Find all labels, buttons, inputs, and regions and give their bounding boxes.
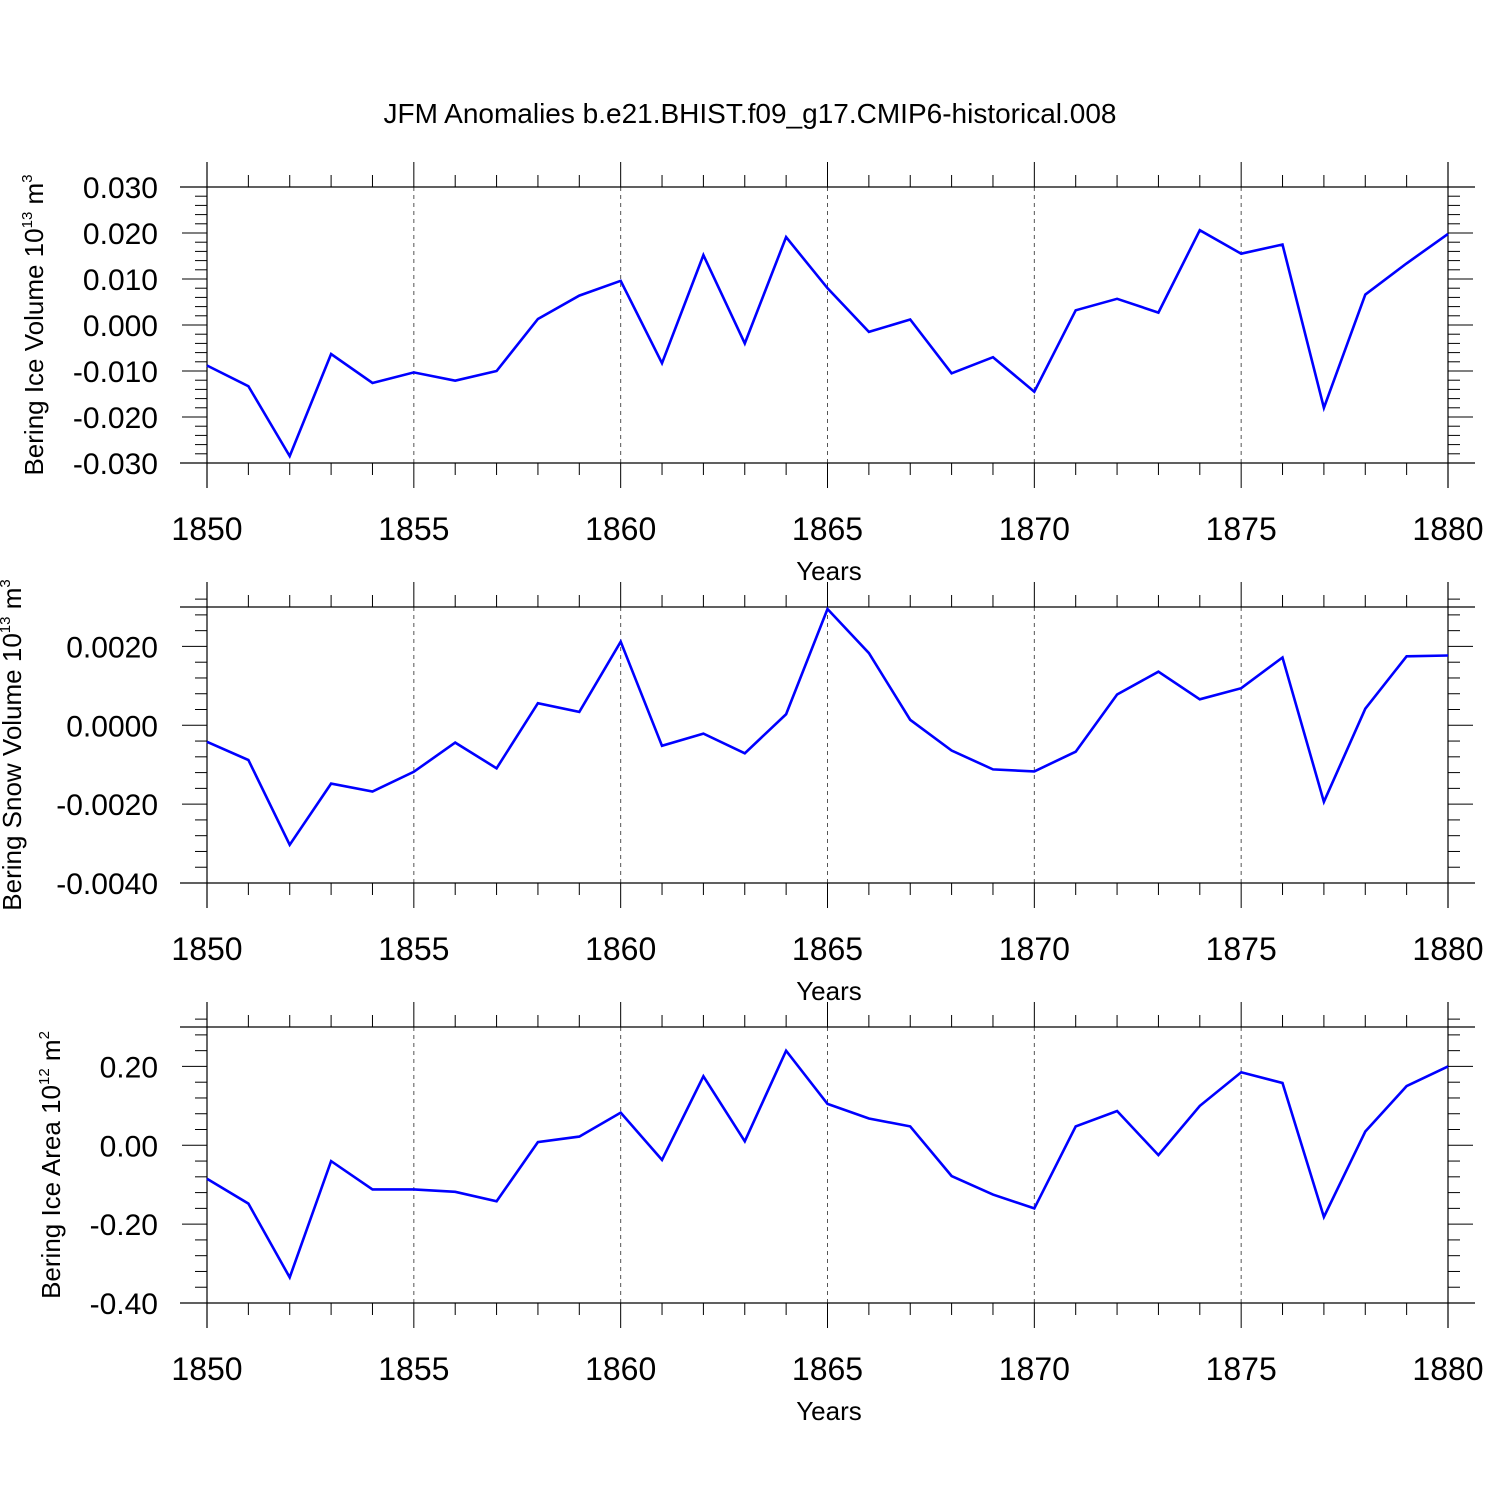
figure-title: JFM Anomalies b.e21.BHIST.f09_g17.CMIP6-… <box>383 98 1116 129</box>
snow-volume-x-tick-label: 1860 <box>585 931 656 967</box>
ice-volume-x-tick-label: 1850 <box>171 511 242 547</box>
ice-area-xlabel: Years <box>796 1396 862 1426</box>
snow-volume-panel: Years Bering Snow Volume 1013 m3 1850 185… <box>0 579 1484 1006</box>
ice-volume-x-tick-label: 1870 <box>999 511 1070 547</box>
ice-area-y-tick-label: -0.40 <box>90 1288 158 1321</box>
snow-volume-y-tick-label: 0.0020 <box>66 631 158 664</box>
ice-area-x-tick-label: 1850 <box>171 1351 242 1387</box>
ice-area-y-tick-label: 0.00 <box>100 1130 158 1163</box>
ice-volume-y-tick-label: 0.020 <box>83 218 158 251</box>
ice-area-ylabel: Bering Ice Area 1012 m2 <box>36 1031 66 1299</box>
ice-volume-x-tick-label: 1880 <box>1412 511 1483 547</box>
snow-volume-x-tick-label: 1850 <box>171 931 242 967</box>
ice-area-series-line <box>206 1048 1449 1281</box>
ice-volume-y-tick-label: 0.000 <box>83 310 158 343</box>
ice-area-x-tick-label: 1880 <box>1412 1351 1483 1387</box>
snow-volume-x-tick-label: 1870 <box>999 931 1070 967</box>
ice-volume-xlabel: Years <box>796 556 862 586</box>
snow-volume-x-tick-label: 1865 <box>792 931 863 967</box>
ice-area-x-tick-label: 1875 <box>1206 1351 1277 1387</box>
ice-volume-y-tick-label: 0.030 <box>83 172 158 205</box>
snow-volume-y-tick-label: 0.0000 <box>66 710 158 743</box>
snow-volume-x-tick-label: 1855 <box>378 931 449 967</box>
ice-area-y-tick-label: -0.20 <box>90 1209 158 1242</box>
ice-volume-x-tick-label: 1875 <box>1206 511 1277 547</box>
ice-volume-panel: Years Bering Ice Volume 1013 m3 1850 1855… <box>19 162 1484 586</box>
ice-area-x-tick-label: 1870 <box>999 1351 1070 1387</box>
snow-volume-y-tick-label: -0.0040 <box>56 868 158 901</box>
snow-volume-y-tick-label: -0.0020 <box>56 789 158 822</box>
ice-area-y-tick-label: 0.20 <box>100 1051 158 1084</box>
ice-area-x-tick-label: 1855 <box>378 1351 449 1387</box>
ice-volume-y-tick-label: -0.020 <box>73 402 158 435</box>
ice-area-x-tick-label: 1865 <box>792 1351 863 1387</box>
ice-volume-x-tick-label: 1860 <box>585 511 656 547</box>
snow-volume-series-line <box>206 606 1449 848</box>
snow-volume-x-tick-label: 1880 <box>1412 931 1483 967</box>
snow-volume-xlabel: Years <box>796 976 862 1006</box>
ice-volume-x-tick-label: 1855 <box>378 511 449 547</box>
ice-volume-y-tick-label: -0.010 <box>73 356 158 389</box>
ice-area-x-tick-label: 1860 <box>585 1351 656 1387</box>
ice-volume-y-tick-label: 0.010 <box>83 264 158 297</box>
ice-volume-series-line <box>206 228 1449 460</box>
snow-volume-x-tick-label: 1875 <box>1206 931 1277 967</box>
ice-volume-y-tick-label: -0.030 <box>73 448 158 481</box>
ice-volume-x-tick-label: 1865 <box>792 511 863 547</box>
ice-volume-ylabel: Bering Ice Volume 1013 m3 <box>19 174 49 475</box>
ice-area-panel: Years Bering Ice Area 1012 m2 1850 1855 18… <box>36 1002 1484 1426</box>
snow-volume-ylabel: Bering Snow Volume 1013 m3 <box>0 579 27 910</box>
